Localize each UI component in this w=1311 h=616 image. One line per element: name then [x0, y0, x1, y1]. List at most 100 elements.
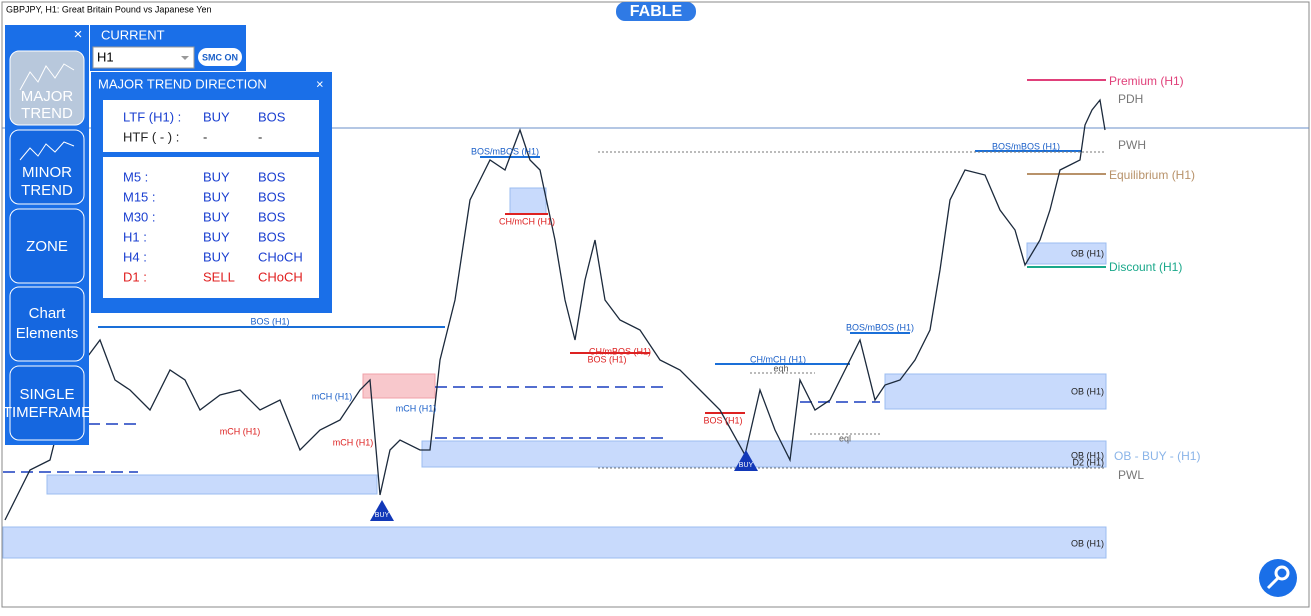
button-label[interactable]: TIMEFRAME [3, 404, 91, 421]
zone [1026, 242, 1107, 265]
top-box [103, 100, 319, 152]
timeframe[interactable]: H1 [97, 49, 114, 64]
trend-rows: LTF (H1) : BUY BOS HTF ( - ) : - - M5 : BUY BOS M… [123, 109, 303, 284]
label: mCH (H1) [312, 391, 353, 401]
label: OB (H1) [1071, 538, 1104, 548]
trend-cell: CHoCH [258, 249, 303, 264]
button[interactable] [9, 365, 85, 441]
sidebar-close[interactable]: × [74, 26, 83, 43]
level-label: Discount (H1) [1109, 260, 1182, 274]
dotted-lines [598, 151, 1106, 469]
button-label[interactable]: Chart [29, 305, 67, 322]
chart-labels: BOS (H1) BOS/mBOS (H1) CH/mCH (H1) mCH (… [220, 141, 1104, 548]
trend-cell: BUY [203, 169, 230, 184]
trend-cell: BUY [203, 189, 230, 204]
brand: FABLE [630, 3, 683, 20]
zone [421, 440, 1107, 468]
label: mCH (H1) [396, 403, 437, 413]
brand-badge [616, 2, 696, 21]
label: mCH (H1) [220, 426, 261, 436]
trend-close[interactable]: × [316, 76, 324, 91]
button[interactable] [9, 286, 85, 362]
trend-cell: H4 : [123, 249, 147, 264]
button-label[interactable]: SINGLE [19, 386, 74, 403]
key-icon [1274, 565, 1290, 581]
button[interactable] [9, 50, 85, 126]
trend-cell: HTF ( - ) : [123, 129, 179, 144]
button-label[interactable]: TREND [21, 182, 73, 199]
level-label: PWH [1118, 138, 1146, 152]
trend-cell: M5 : [123, 169, 148, 184]
trend-cell: BOS [258, 229, 286, 244]
button-label[interactable]: ZONE [26, 238, 68, 255]
level-label: PDH [1118, 92, 1143, 106]
dashed-lines [3, 386, 880, 473]
trend-cell: H1 : [123, 229, 147, 244]
timeframe-select[interactable] [92, 46, 195, 69]
trend-cell: LTF (H1) : [123, 109, 181, 124]
buy-marker [734, 450, 758, 471]
sidebar: × MAJOR TREND MINOR TREND ZONE Chart Ele… [3, 25, 91, 445]
buy-marker [370, 500, 394, 521]
trend-cell: BOS [258, 189, 286, 204]
smc-label[interactable]: SMC ON [202, 52, 238, 62]
label: CH/mCH (H1) [499, 216, 555, 226]
label: mCH (H1) [333, 437, 374, 447]
button-label[interactable]: MAJOR [21, 88, 74, 105]
level-label: Premium (H1) [1109, 74, 1184, 88]
label: BOS (H1) [587, 354, 626, 364]
button-label[interactable]: TREND [21, 105, 73, 122]
button-label[interactable]: MINOR [22, 164, 72, 181]
level-labels: Premium (H1) PDH PWH Equilibrium (H1) Di… [1109, 74, 1200, 482]
trend-title: MAJOR TREND DIRECTION [98, 76, 267, 91]
label: OB (H1) [1071, 450, 1104, 460]
trend-cell: BOS [258, 209, 286, 224]
icon [19, 141, 75, 161]
current-panel: CURRENT H1 SMC ON [90, 25, 246, 71]
icon [19, 63, 75, 91]
label: BOS (H1) [250, 316, 289, 326]
label: OB (H1) [1071, 248, 1104, 258]
level-label: OB - BUY - (H1) [1114, 449, 1200, 463]
trend-panel: MAJOR TREND DIRECTION × LTF (H1) : BUY BOS… [91, 72, 332, 313]
trend-cell: - [258, 129, 262, 144]
trend-cell: BUY [203, 229, 230, 244]
rows-box [103, 157, 319, 298]
label: CH/mBOS (H1) [589, 346, 651, 356]
symbol: GBPJPY, H1: Great Britain Pound vs Japan… [6, 4, 211, 14]
label: OB (H1) [1071, 386, 1104, 396]
buy-label: BUY [375, 512, 390, 519]
button-label[interactable]: Elements [16, 325, 79, 342]
button[interactable] [9, 208, 85, 284]
trend-cell: BUY [203, 109, 230, 124]
smc-toggle[interactable] [198, 48, 242, 66]
buy-signals: BUY BUY [370, 450, 758, 521]
trend-cell: BUY [203, 209, 230, 224]
level-label: PWL [1118, 468, 1144, 482]
trend-cell: BOS [258, 169, 286, 184]
zone [884, 373, 1107, 410]
key-icon [1266, 576, 1280, 590]
label: BOS/mBOS (H1) [846, 322, 914, 332]
trend-cell: BUY [203, 249, 230, 264]
dropdown-arrow [181, 56, 189, 60]
label: eqh [773, 363, 788, 373]
trend-cell: - [203, 129, 207, 144]
label: CH/mCH (H1) [750, 354, 806, 364]
label: eql [839, 433, 851, 443]
level-label: Equilibrium (H1) [1109, 168, 1195, 182]
supply-zone [362, 373, 436, 399]
current-title: CURRENT [101, 27, 165, 42]
trend-cell: D1 : [123, 269, 147, 284]
zones [2, 187, 1107, 559]
zone [46, 474, 378, 495]
label: BOS/mBOS (H1) [992, 141, 1060, 151]
trend-cell: M30 : [123, 209, 156, 224]
structure-lines [98, 79, 1106, 414]
trend-cell: M15 : [123, 189, 156, 204]
button[interactable] [9, 129, 85, 205]
trend-cell: BOS [258, 109, 286, 124]
zone [2, 526, 1107, 559]
